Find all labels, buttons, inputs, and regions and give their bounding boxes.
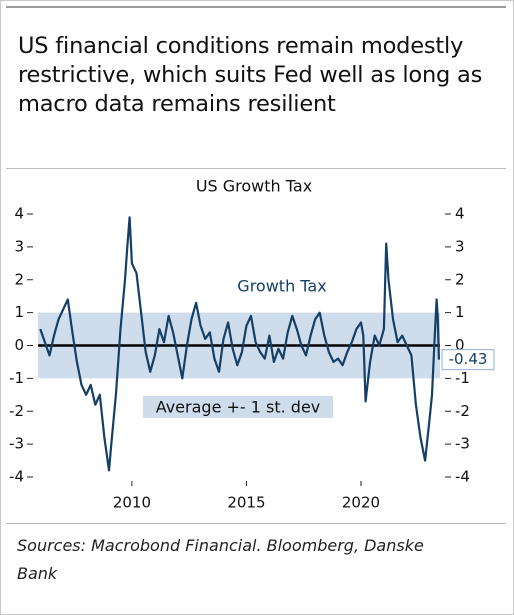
series-label: Growth Tax xyxy=(237,277,326,296)
chart-box xyxy=(6,168,506,524)
series-line xyxy=(39,216,440,472)
y2-tick-label: 1 xyxy=(455,303,465,321)
y2-tick-label: 0 xyxy=(455,336,465,354)
y-tick-label: 4 xyxy=(14,205,24,223)
title: US financial conditions remain modestly … xyxy=(18,33,483,117)
y2-tick-label: -1 xyxy=(455,369,470,387)
y-tick-label: 1 xyxy=(14,303,24,321)
last-value-label: -0.43 xyxy=(449,350,488,368)
y-tick-label: -4 xyxy=(9,468,24,486)
y2-tick-label: 4 xyxy=(455,205,465,223)
y-tick-label: 0 xyxy=(14,336,24,354)
x-tick-label: 2015 xyxy=(227,494,265,512)
y-tick-label: -2 xyxy=(9,402,24,420)
y-tick-label: -1 xyxy=(9,369,24,387)
last-value-box xyxy=(441,349,495,371)
y2-tick-label: 2 xyxy=(455,270,465,288)
y2-tick-label: -2 xyxy=(455,402,470,420)
sources: Sources: Macrobond Financial. Bloomberg,… xyxy=(17,536,424,583)
band-label: Average +- 1 st. dev xyxy=(156,398,321,417)
y-tick-label: -3 xyxy=(9,435,24,453)
x-tick-label: 2020 xyxy=(342,494,380,512)
y2-tick-label: -3 xyxy=(455,435,470,453)
x-tick-label: 2010 xyxy=(113,494,151,512)
y2-tick-label: -4 xyxy=(455,468,470,486)
top-bar xyxy=(6,6,506,8)
band-label-bg xyxy=(143,396,333,418)
y2-tick-label: 3 xyxy=(455,237,465,255)
y-tick-label: 3 xyxy=(14,237,24,255)
chart-title: US Growth Tax xyxy=(196,177,312,196)
y-tick-label: 2 xyxy=(14,270,24,288)
